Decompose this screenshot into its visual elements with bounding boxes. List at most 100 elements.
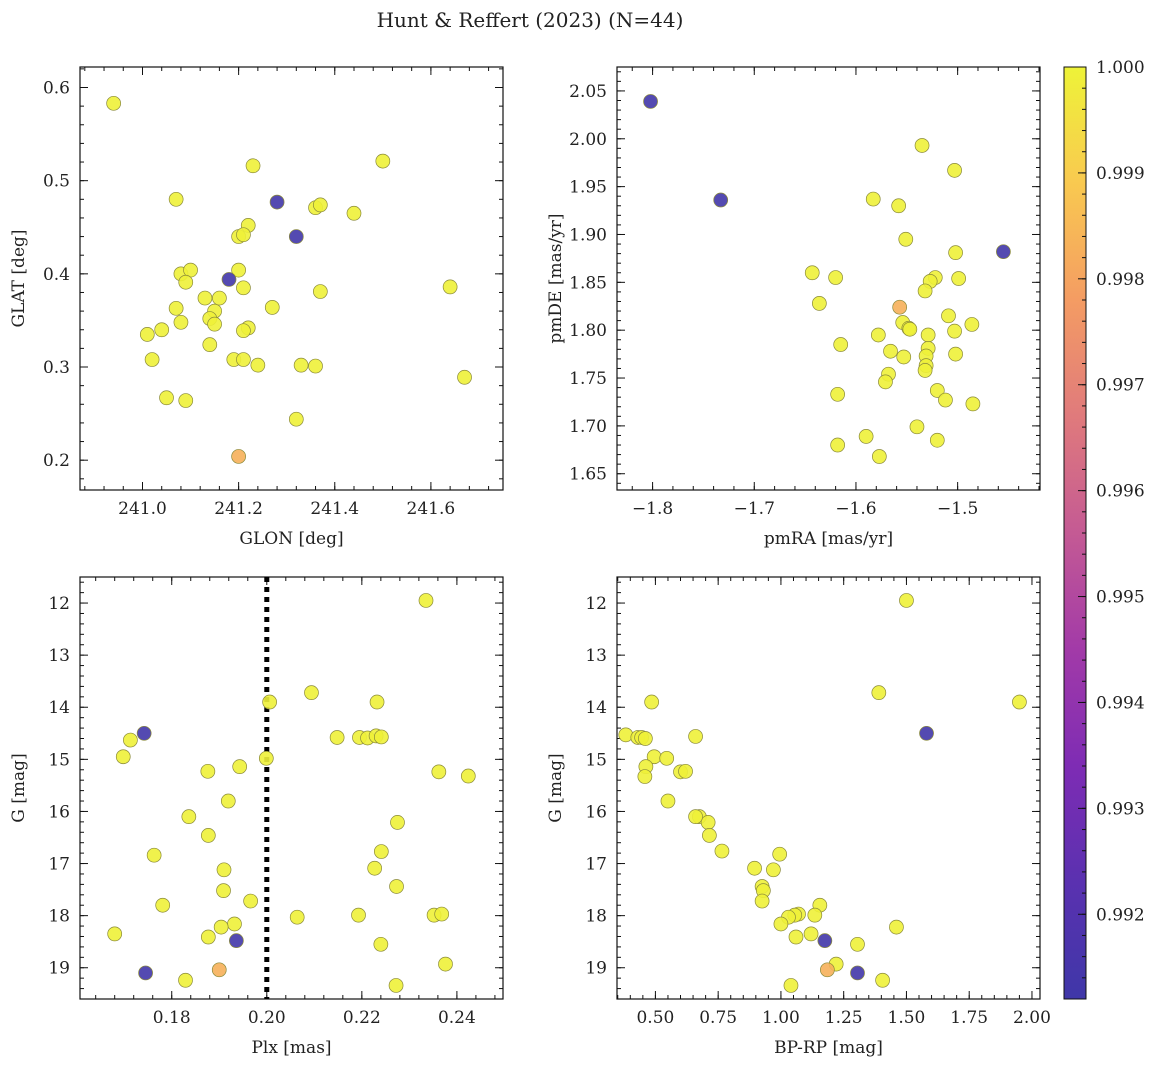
data-point — [200, 929, 216, 945]
x-tick-label: 241.4 — [310, 499, 359, 519]
x-tick-label: 1.00 — [762, 1008, 800, 1028]
y-tick-label: 1.85 — [569, 273, 607, 293]
data-point — [938, 392, 953, 408]
data-point — [178, 393, 194, 408]
data-point — [754, 893, 770, 909]
data-point — [700, 815, 716, 830]
data-point — [804, 265, 820, 281]
data-point — [807, 907, 823, 923]
data-point — [288, 411, 304, 427]
data-point — [637, 769, 653, 784]
data-point — [947, 323, 962, 339]
data-point — [304, 685, 319, 701]
data-point — [312, 197, 328, 213]
data-point — [865, 191, 881, 207]
data-point — [388, 978, 404, 993]
x-tick-label: 1.75 — [950, 1008, 988, 1028]
data-point — [917, 363, 933, 378]
y-tick-label: 12 — [48, 594, 70, 614]
x-axis-label: BP-RP [mag] — [774, 1038, 883, 1058]
data-point — [136, 725, 152, 741]
data-point — [948, 346, 963, 362]
data-point — [772, 846, 788, 862]
colorbar-tick-label: 0.993 — [1096, 799, 1145, 819]
panel-glon-glat: 241.0 241.2 241.4 241.6 0.2 0.3 0.4 0.5 0.6 GLON … — [9, 66, 504, 549]
data-point — [871, 685, 887, 701]
data-point — [231, 449, 246, 464]
data-point — [293, 357, 309, 373]
data-point — [788, 929, 804, 945]
data-point — [236, 323, 251, 339]
data-point — [373, 729, 389, 745]
data-point — [221, 272, 237, 287]
data-point — [659, 750, 675, 766]
data-point — [168, 191, 184, 207]
data-point — [236, 280, 251, 296]
data-point — [418, 593, 434, 608]
data-point — [803, 926, 819, 942]
y-tick-label: 13 — [585, 646, 607, 666]
colorbar-tick-label: 0.999 — [1096, 164, 1145, 184]
y-tick-label: 19 — [48, 959, 70, 979]
data-point — [329, 730, 345, 745]
y-axis-label: G [mag] — [546, 753, 566, 822]
data-point — [220, 793, 236, 809]
data-point — [178, 274, 194, 290]
x-tick-label: 1.25 — [825, 1008, 863, 1028]
x-tick-label: 0.20 — [248, 1008, 286, 1028]
y-tick-label: 1.65 — [569, 465, 607, 485]
data-point — [173, 314, 189, 330]
x-axis-label: GLON [deg] — [239, 529, 343, 549]
colorbar-tick-label: 0.994 — [1096, 693, 1145, 713]
y-axis-label: pmDE [mas/yr] — [546, 213, 566, 343]
plot-frame — [616, 576, 1041, 1000]
data-point — [965, 396, 981, 412]
data-point — [250, 357, 266, 373]
data-point — [878, 374, 893, 390]
data-point — [245, 158, 261, 174]
data-point — [229, 933, 244, 948]
data-point — [375, 153, 391, 169]
data-point — [211, 962, 227, 978]
data-point — [889, 919, 904, 935]
data-point — [947, 163, 962, 178]
data-point — [883, 343, 898, 359]
data-point — [144, 352, 160, 367]
data-point — [766, 862, 781, 878]
data-point — [106, 95, 121, 111]
figure-title: Hunt & Reffert (2023) (N=44) — [377, 8, 684, 32]
data-point — [442, 279, 458, 295]
data-point — [168, 300, 184, 316]
x-tick-label: 0.75 — [699, 1008, 737, 1028]
data-point — [159, 390, 174, 406]
data-point — [236, 352, 251, 367]
plot-frame — [616, 66, 1041, 491]
data-point — [638, 731, 653, 746]
x-tick-label: −1.8 — [632, 499, 673, 519]
y-tick-label: 2.00 — [569, 130, 607, 150]
y-tick-label: 18 — [585, 907, 607, 927]
data-point — [830, 386, 846, 402]
data-point — [850, 965, 865, 981]
y-tick-label: 0.2 — [43, 451, 70, 471]
colorbar-tick-label: 0.996 — [1096, 482, 1145, 502]
data-point — [1012, 694, 1027, 710]
x-tick-label: 2.00 — [1013, 1008, 1051, 1028]
y-tick-label: 17 — [585, 855, 607, 875]
data-point — [713, 192, 729, 208]
data-point — [207, 316, 222, 332]
y-tick-label: 1.75 — [569, 369, 607, 389]
data-point — [389, 879, 404, 894]
data-point — [200, 828, 216, 843]
data-point — [202, 337, 218, 353]
colorbar-tick-label: 0.995 — [1096, 588, 1145, 608]
data-point — [212, 290, 227, 306]
panel-plx-g: 0.18 0.20 0.22 0.24 12 13 14 15 16 17 18 19 Plx [mas… — [9, 576, 504, 1058]
data-point — [431, 764, 447, 780]
data-point — [941, 308, 956, 324]
panel-bprp-g: 0.50 0.75 1.00 1.25 1.50 1.75 2.00 12 13 14 15 16 17… — [546, 576, 1051, 1058]
data-point — [138, 965, 153, 981]
y-tick-label: 0.5 — [43, 172, 70, 192]
data-point — [236, 227, 251, 243]
y-tick-label: 1.70 — [569, 417, 607, 437]
